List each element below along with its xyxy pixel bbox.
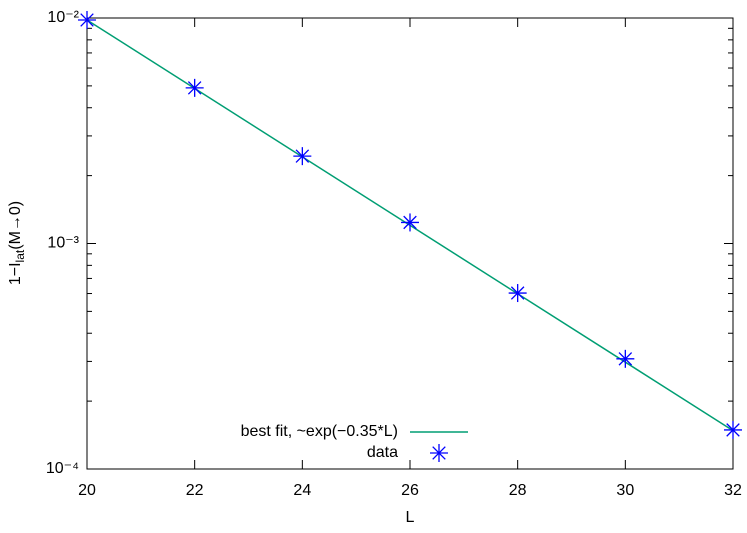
marker-stroke (295, 149, 310, 163)
marker-stroke (510, 286, 525, 300)
y-tick-label: 10⁻² (47, 9, 79, 26)
legend-label: best fit, ~exp(−0.35*L) (241, 423, 398, 440)
y-tick-label: 10⁻⁴ (46, 460, 79, 477)
marker-stroke (432, 446, 446, 460)
y-label-part: (M→0) (7, 201, 24, 250)
plot-frame (86, 17, 734, 470)
y-axis-label: 1−Ilat(M→0) (7, 201, 27, 285)
x-tick-label: 24 (293, 482, 311, 499)
marker-stroke (187, 81, 202, 95)
data-point (401, 213, 419, 232)
data-point (293, 147, 312, 166)
x-tick-label: 22 (186, 482, 204, 499)
data-point (724, 420, 742, 439)
x-tick-label: 32 (724, 482, 742, 499)
legend-swatch (430, 444, 448, 462)
x-axis-label: L (406, 509, 415, 526)
data-point (508, 284, 527, 303)
marker-stroke (403, 215, 417, 230)
marker-stroke (80, 13, 94, 27)
data-point (78, 10, 96, 29)
x-tick-label: 30 (616, 482, 634, 499)
y-label-sub: lat (13, 249, 27, 262)
x-tick-label: 20 (78, 482, 96, 499)
marker-stroke (618, 352, 633, 366)
data-point (616, 349, 635, 368)
marker-stroke (726, 423, 740, 437)
data-point (185, 78, 204, 97)
y-label-part: 1−I (7, 262, 24, 285)
x-tick-label: 26 (401, 482, 419, 499)
legend-label: data (367, 444, 398, 461)
x-tick-label: 28 (509, 482, 527, 499)
y-tick-label: 10⁻³ (47, 235, 79, 252)
